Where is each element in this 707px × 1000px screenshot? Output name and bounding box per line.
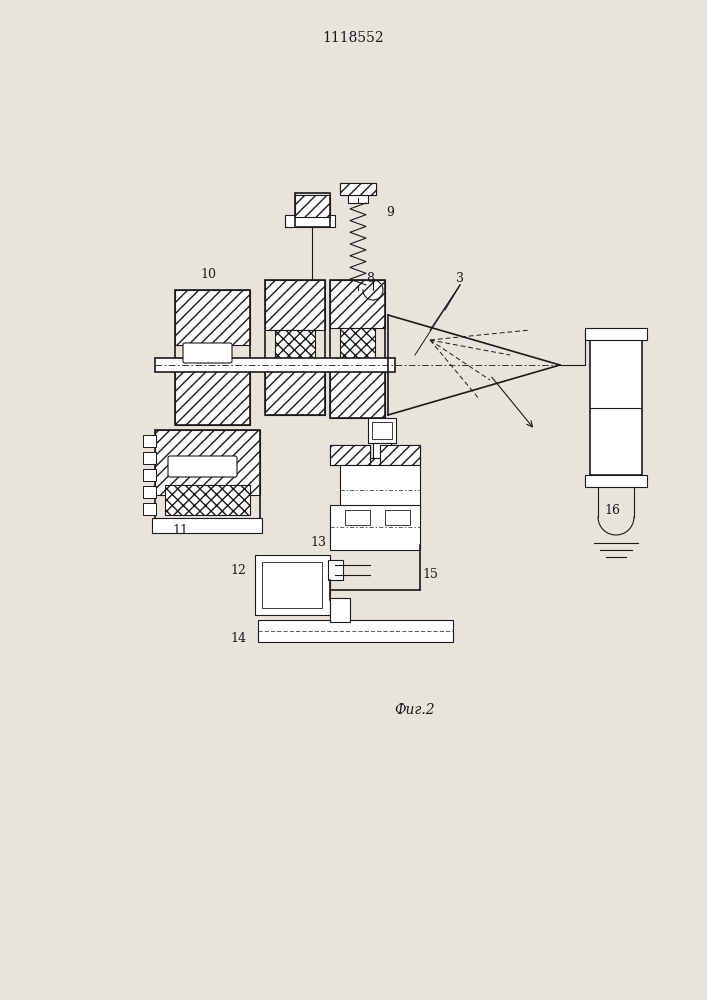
Bar: [330, 280, 385, 418]
Bar: [372, 422, 392, 439]
Bar: [370, 515, 400, 540]
Bar: [155, 358, 395, 372]
Text: 10: 10: [200, 268, 216, 282]
Bar: [295, 195, 330, 217]
Bar: [262, 562, 322, 608]
Bar: [590, 340, 642, 475]
Bar: [368, 418, 396, 443]
Bar: [275, 330, 315, 365]
Bar: [330, 445, 370, 465]
Bar: [155, 430, 260, 495]
Text: 13: 13: [310, 536, 326, 550]
Bar: [330, 370, 385, 418]
Bar: [152, 518, 262, 533]
Bar: [143, 486, 156, 498]
FancyBboxPatch shape: [168, 456, 237, 477]
Text: 9: 9: [386, 207, 394, 220]
Bar: [363, 458, 401, 470]
FancyBboxPatch shape: [183, 343, 232, 363]
Bar: [330, 445, 370, 465]
Bar: [155, 430, 260, 520]
Bar: [585, 475, 647, 487]
Bar: [330, 598, 350, 622]
Bar: [265, 365, 325, 415]
Bar: [175, 290, 250, 425]
Text: 12: 12: [230, 564, 246, 576]
Bar: [143, 435, 156, 447]
Text: Фиг.2: Фиг.2: [395, 703, 436, 717]
Bar: [330, 280, 385, 328]
Bar: [585, 328, 647, 340]
Text: 3: 3: [456, 271, 464, 284]
Bar: [340, 465, 420, 515]
Bar: [385, 510, 410, 525]
Bar: [255, 555, 330, 615]
Bar: [328, 560, 343, 580]
Bar: [348, 193, 368, 203]
Bar: [295, 193, 330, 227]
Text: 14: 14: [230, 632, 246, 645]
Bar: [258, 620, 453, 642]
Bar: [380, 445, 420, 465]
Text: 8: 8: [366, 271, 374, 284]
Bar: [373, 443, 391, 458]
Bar: [165, 485, 250, 515]
Bar: [340, 328, 375, 370]
Bar: [340, 183, 376, 195]
Text: 11: 11: [172, 524, 188, 536]
Bar: [175, 290, 250, 345]
Bar: [265, 280, 325, 330]
Bar: [143, 452, 156, 464]
Bar: [345, 510, 370, 525]
Bar: [330, 505, 420, 550]
Text: 15: 15: [422, 568, 438, 582]
Bar: [143, 503, 156, 515]
Bar: [285, 215, 335, 227]
Text: 16: 16: [604, 504, 620, 516]
Text: 1118552: 1118552: [322, 31, 384, 45]
Bar: [175, 370, 250, 425]
Bar: [340, 183, 376, 195]
Bar: [380, 445, 420, 465]
Bar: [265, 280, 325, 415]
Bar: [143, 469, 156, 481]
